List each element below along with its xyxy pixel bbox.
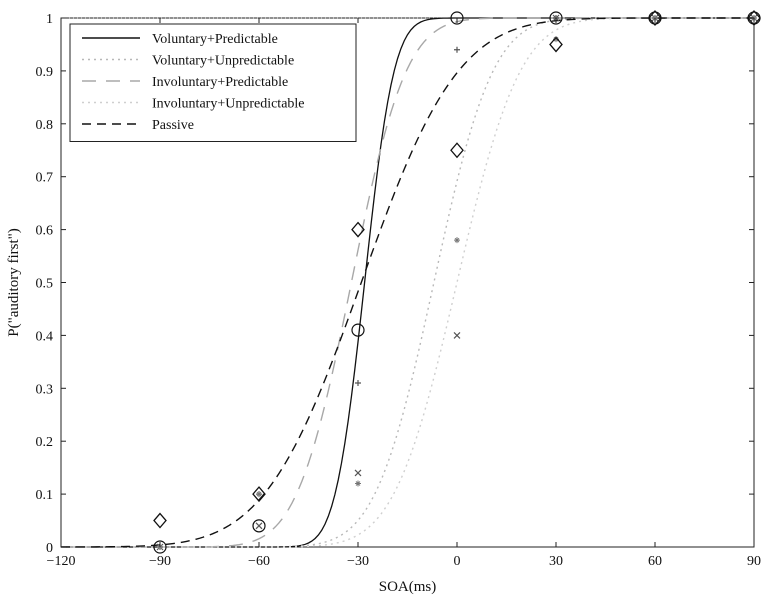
curve-involuntary-unpredictable [61, 17, 754, 548]
y-tick-label: 0.2 [36, 435, 54, 450]
y-tick-label: 1 [46, 12, 53, 27]
y-axis-label: P("auditory first") [6, 228, 22, 336]
data-point-plus [355, 380, 361, 387]
data-point-diamond [747, 10, 761, 26]
y-tick-label: 0.3 [36, 382, 54, 397]
y-tick-label: 0.4 [36, 329, 54, 344]
data-point-circle [450, 11, 464, 25]
legend-label: Voluntary+Unpredictable [152, 54, 294, 69]
y-tick-label: 0.9 [36, 65, 54, 80]
data-point-circle [351, 323, 365, 337]
data-point-diamond [153, 512, 167, 529]
y-tick-label: 0.5 [36, 277, 54, 292]
data-point-diamond [351, 221, 365, 238]
data-point-circle [549, 11, 563, 25]
data-point-plus [454, 46, 460, 53]
data-point-star [454, 237, 460, 244]
x-tick-label: −120 [47, 554, 76, 569]
x-tick-label: 60 [648, 554, 662, 569]
x-tick-label: 0 [454, 554, 461, 569]
legend-label: Passive [152, 118, 194, 133]
legend-box [69, 23, 357, 142]
y-tick-label: 0.8 [36, 118, 54, 133]
legend-label: Voluntary+Predictable [152, 32, 278, 47]
data-point-star [256, 491, 262, 498]
data-point-x [354, 469, 362, 477]
data-point-diamond [450, 142, 464, 159]
data-point-x [453, 331, 461, 339]
data-point-star [553, 36, 559, 43]
y-tick-label: 0 [46, 541, 53, 556]
curve-involuntary-predictable [61, 17, 754, 548]
data-point-diamond [648, 10, 662, 26]
data-point-circle [153, 540, 167, 554]
data-point-diamond [252, 486, 266, 503]
y-tick-label: 0.7 [36, 171, 54, 186]
ticks-layer: −120 −90 −60 −30 0 30 60 90 0 0.1 0.2 0.3 0.4 0.5 0.6 0… [36, 12, 762, 569]
x-tick-label: −60 [248, 554, 270, 569]
x-tick-label: 90 [747, 554, 761, 569]
x-tick-label: −30 [347, 554, 369, 569]
legend-label: Involuntary+Predictable [152, 75, 288, 90]
x-tick-label: −90 [149, 554, 171, 569]
x-tick-label: 30 [549, 554, 563, 569]
data-point-star [355, 480, 361, 487]
data-point-diamond [549, 36, 563, 53]
x-axis-label: SOA(ms) [379, 579, 437, 595]
y-tick-label: 0.1 [36, 488, 54, 503]
curves-layer [61, 17, 754, 548]
y-tick-label: 0.6 [36, 224, 54, 239]
legend: Voluntary+Predictable Voluntary+Unpredict… [69, 23, 357, 142]
legend-label: Involuntary+Unpredictable [152, 97, 305, 112]
data-point-circle [252, 519, 266, 533]
data-point-x [255, 522, 263, 530]
